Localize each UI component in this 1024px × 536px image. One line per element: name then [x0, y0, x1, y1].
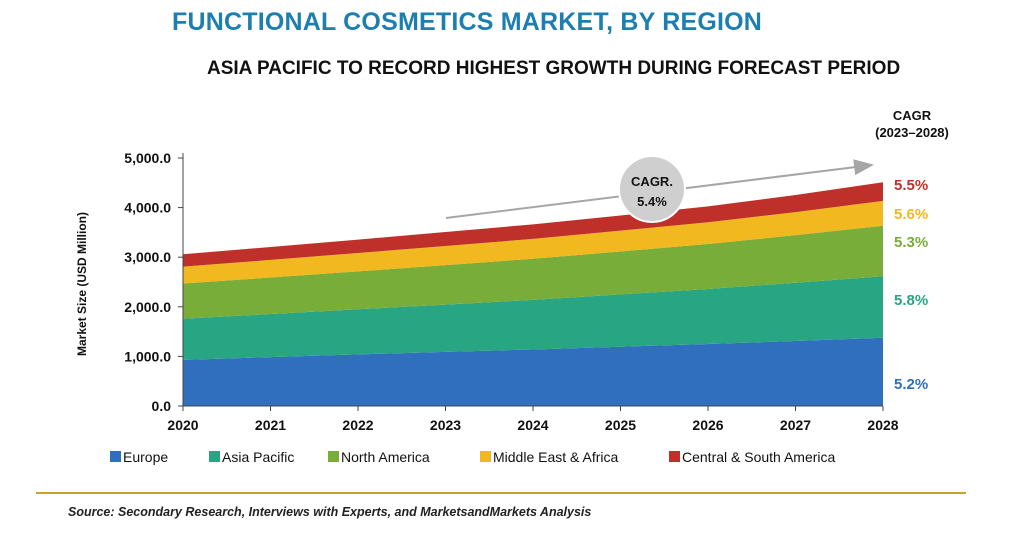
legend-swatch-central-and-south-america [669, 451, 680, 462]
x-tick-label: 2025 [605, 417, 636, 433]
x-tick-label: 2027 [780, 417, 811, 433]
legend-label-north-america: North America [341, 449, 430, 465]
source-note: Source: Secondary Research, Interviews w… [68, 505, 592, 519]
cagr-value-europe: 5.2% [894, 376, 928, 393]
y-tick-label: 5,000.0 [124, 150, 171, 166]
x-tick-label: 2022 [342, 417, 373, 433]
area-series-north-america [183, 225, 883, 319]
legend: Europe Asia Pacific North America Middle Ea… [110, 449, 836, 465]
chart: 0.0 1,000.0 2,000.0 3,000.0 4,000.0 5,000.0 20… [75, 108, 949, 465]
cagr-bubble-value: 5.4% [637, 194, 667, 209]
cagr-header: CAGR [893, 108, 932, 123]
area-series-middle-east-and-africa [183, 200, 883, 284]
cagr-bubble-label: CAGR. [631, 174, 673, 189]
y-tick-label: 2,000.0 [124, 299, 171, 315]
y-tick-label: 4,000.0 [124, 200, 171, 216]
area-series-central-and-south-america [183, 182, 883, 267]
legend-swatch-asia-pacific [209, 451, 220, 462]
cagr-header-period: (2023–2028) [875, 125, 949, 140]
x-tick-label: 2028 [867, 417, 898, 433]
x-tick-label: 2024 [517, 417, 548, 433]
x-tick-label: 2023 [430, 417, 461, 433]
area-series-asia-pacific [183, 276, 883, 360]
legend-label-central-and-south-america: Central & South America [682, 449, 836, 465]
y-axis-label: Market Size (USD Million) [75, 212, 89, 356]
area-layers [183, 182, 883, 406]
chart-title: FUNCTIONAL COSMETICS MARKET, BY REGION [172, 8, 763, 36]
y-tick-label: 1,000.0 [124, 348, 171, 364]
cagr-value-middle-east-and-africa: 5.6% [894, 206, 928, 223]
x-tick-label: 2020 [167, 417, 198, 433]
source-divider [36, 492, 966, 494]
legend-swatch-europe [110, 451, 121, 462]
area-series-europe [183, 337, 883, 406]
legend-label-asia-pacific: Asia Pacific [222, 449, 294, 465]
cagr-value-central-and-south-america: 5.5% [894, 177, 928, 194]
y-tick-label: 3,000.0 [124, 249, 171, 265]
legend-swatch-middle-east-and-africa [480, 451, 491, 462]
x-tick-label: 2021 [255, 417, 286, 433]
cagr-value-north-america: 5.3% [894, 234, 928, 251]
chart-subtitle: ASIA PACIFIC TO RECORD HIGHEST GROWTH DU… [207, 58, 901, 79]
y-tick-label: 0.0 [152, 398, 172, 414]
legend-swatch-north-america [328, 451, 339, 462]
legend-label-middle-east-and-africa: Middle East & Africa [493, 449, 618, 465]
x-tick-label: 2026 [692, 417, 723, 433]
axes: 0.0 1,000.0 2,000.0 3,000.0 4,000.0 5,000.0 20… [75, 150, 899, 433]
cagr-value-asia-pacific: 5.8% [894, 292, 928, 309]
cagr-bubble [618, 155, 686, 223]
annotations: CAGR. 5.4% CAGR (2023–2028) 5.2% 5.8% 5.3% 5.6%… [445, 108, 949, 393]
legend-label-europe: Europe [123, 449, 168, 465]
